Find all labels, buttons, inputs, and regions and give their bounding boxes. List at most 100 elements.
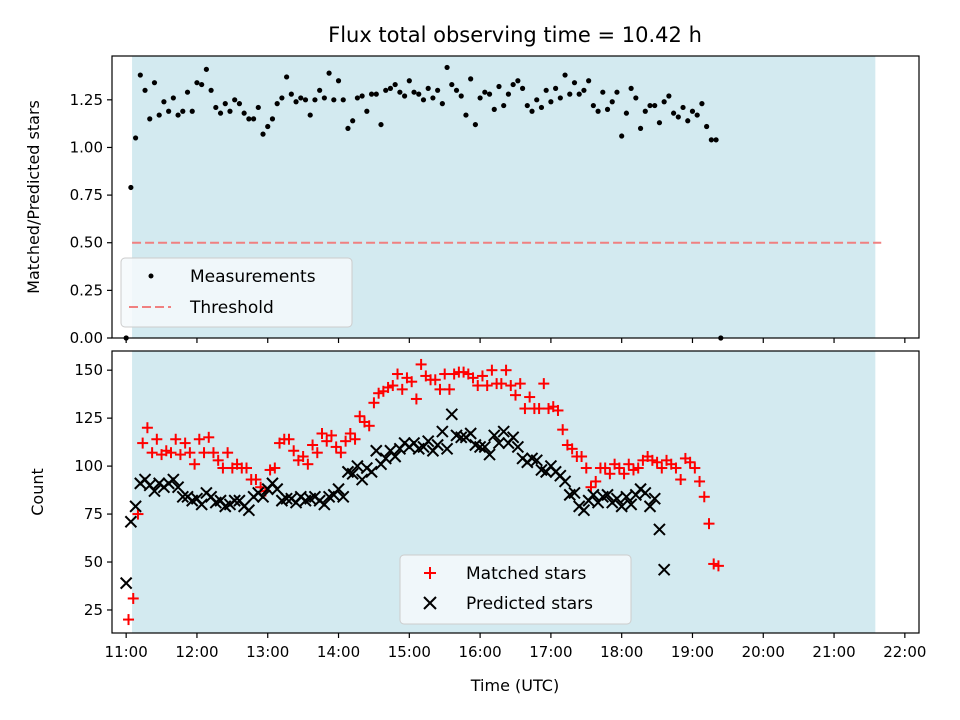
matched-point (566, 443, 578, 455)
measurement-point (713, 137, 719, 143)
y-tick-label: 0.25 (70, 281, 103, 299)
measurement-point (614, 89, 620, 95)
matched-point (160, 445, 172, 457)
measurement-point (411, 89, 417, 95)
chart-title: Flux total observing time = 10.42 h (328, 23, 702, 47)
x-tick-label: 11:00 (105, 643, 148, 661)
measurement-point (137, 72, 143, 78)
measurement-point (637, 125, 644, 132)
matched-point (604, 468, 616, 480)
matched-point (212, 454, 224, 466)
measurement-point (515, 78, 521, 84)
measurement-point (156, 112, 162, 118)
measurement-point (132, 135, 139, 141)
predicted-point (370, 444, 383, 457)
predicted-point (488, 429, 501, 442)
measurement-point (482, 89, 488, 95)
x-tick-label: 15:00 (388, 643, 431, 661)
predicted-point (558, 475, 572, 488)
measurement-point (170, 95, 176, 101)
measurement-point (274, 101, 280, 107)
measurement-point (458, 93, 464, 99)
bottom-y-ticks: 25 50 75 100 125 150 (74, 361, 112, 619)
matched-point (174, 449, 186, 461)
legend-predicted-label: Predicted stars (466, 594, 593, 614)
predicted-point (506, 431, 520, 444)
matched-point (354, 410, 366, 422)
matched-point (670, 462, 682, 474)
measurement-point (609, 99, 615, 105)
matched-point (368, 397, 380, 409)
matched-point (495, 378, 507, 390)
measurement-point (321, 95, 327, 101)
measurement-point (246, 116, 252, 122)
matched-point (373, 387, 385, 399)
matched-point (458, 366, 470, 378)
measurement-point (368, 91, 375, 97)
predicted-point (620, 490, 633, 504)
y-tick-label: 100 (74, 457, 103, 475)
matched-point (524, 391, 536, 403)
measurement-point (652, 102, 658, 109)
measurement-point (387, 85, 394, 91)
measurement-point (279, 95, 285, 101)
predicted-point (643, 500, 657, 513)
top-legend: Measurements Threshold (120, 257, 353, 328)
matched-point (599, 462, 611, 474)
matched-point (708, 558, 720, 570)
matched-point (382, 381, 394, 393)
y-tick-label: 125 (74, 409, 103, 427)
measurement-point (534, 97, 540, 103)
matched-point (684, 456, 696, 468)
measurement-point (307, 112, 313, 118)
matched-point (543, 403, 555, 415)
matched-point (207, 447, 219, 459)
matched-point (406, 376, 418, 388)
measurement-point (166, 108, 172, 114)
measurement-point (142, 87, 148, 93)
measurement-point (269, 116, 276, 122)
measurement-point (444, 64, 450, 71)
top-axes-frame (111, 55, 920, 339)
top-x-ticks (125, 338, 906, 343)
x-tick-label: 19:00 (671, 643, 714, 661)
matched-point (311, 447, 323, 459)
measurement-point (449, 81, 455, 88)
predicted-point (280, 492, 293, 505)
measurement-point (232, 97, 238, 103)
measurement-point (600, 89, 606, 95)
matched-point (410, 393, 422, 405)
measurement-point (392, 81, 398, 88)
y-tick-label: 75 (84, 505, 103, 523)
predicted-point (653, 523, 666, 536)
measurement-point (468, 76, 474, 82)
measurement-point (604, 106, 611, 112)
measurement-point (553, 85, 559, 91)
matched-point (297, 451, 309, 463)
measurement-point (189, 108, 195, 114)
bottom-panel: 11:00 12:00 13:00 14:00 15:00 16:00 17:00 18:00… (28, 350, 926, 695)
matched-point (241, 462, 252, 474)
top-y-ticks: 0.00 0.25 0.50 0.75 1.00 1.25 (70, 91, 112, 347)
predicted-point (355, 473, 369, 486)
matched-point (613, 462, 625, 474)
matched-point (250, 474, 262, 486)
predicted-point (124, 515, 138, 528)
measurement-point (505, 91, 512, 97)
measurement-point (439, 101, 445, 107)
matched-point (533, 403, 545, 415)
y-tick-label: 1.00 (70, 138, 103, 156)
measurement-point (217, 110, 224, 116)
measurement-point (581, 87, 587, 93)
measurement-point (383, 87, 389, 93)
matched-point (203, 431, 215, 443)
legend-measurements-label: Measurements (190, 267, 316, 287)
matched-point (321, 435, 333, 447)
x-tick-label: 22:00 (883, 643, 926, 661)
measurement-point (623, 110, 630, 116)
measurement-point (241, 110, 247, 116)
measurement-point (284, 74, 290, 80)
legend-matched-marker (424, 567, 436, 579)
top-marks (123, 64, 882, 341)
matched-point (623, 458, 635, 470)
